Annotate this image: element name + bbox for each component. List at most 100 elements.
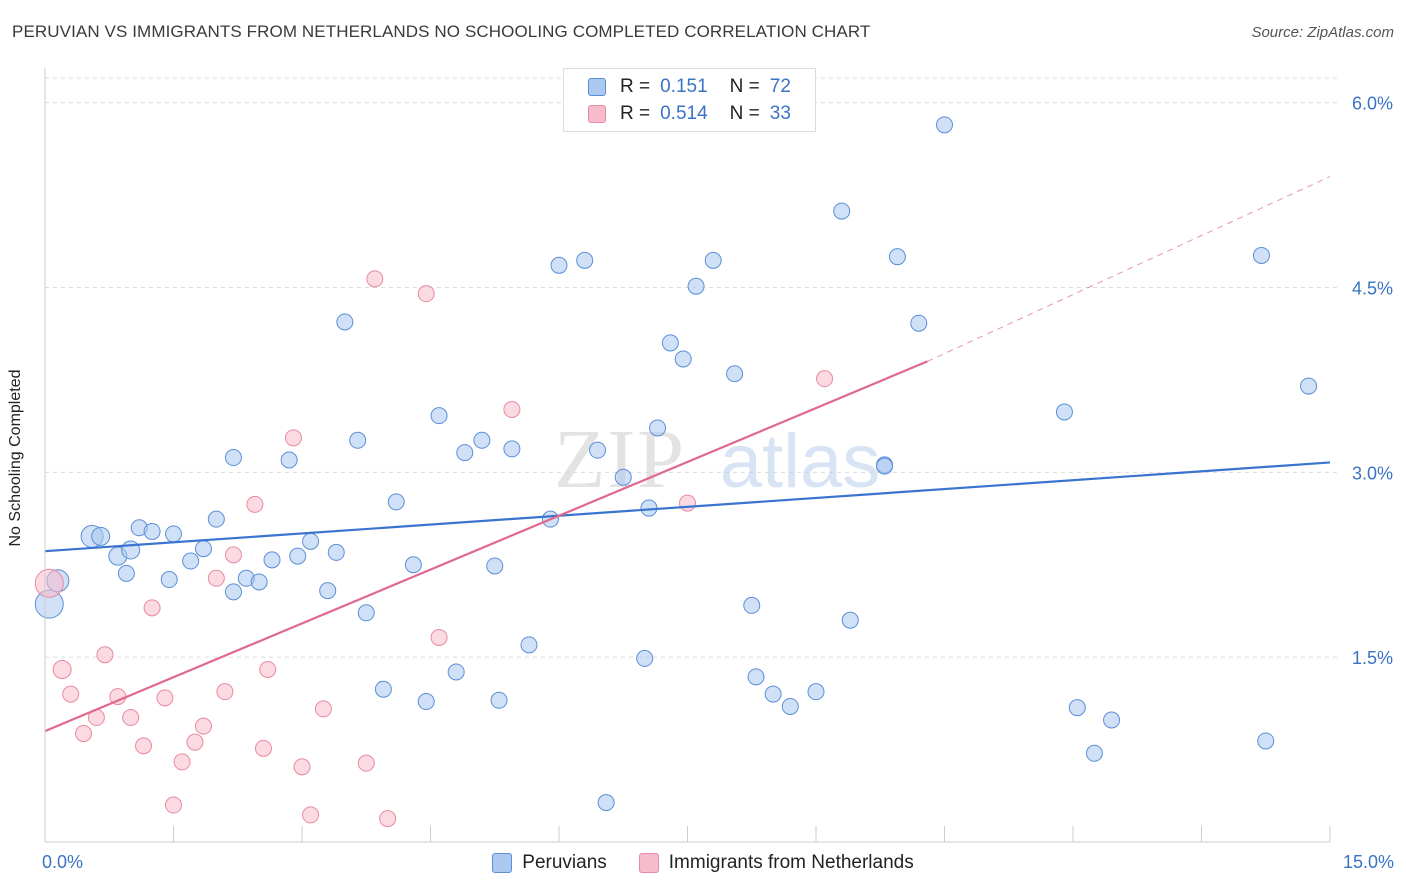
y-tick-label: 3.0% xyxy=(1352,463,1393,483)
peruvian-point xyxy=(404,556,422,574)
peruvian-point xyxy=(781,697,799,715)
peruvian-point xyxy=(250,573,268,591)
peruvian-point xyxy=(1257,732,1275,750)
y-tick-labels: 1.5% 3.0% 4.5% 6.0% xyxy=(1352,94,1393,669)
netherlands-point xyxy=(165,796,182,814)
netherlands-trend-line xyxy=(44,360,928,733)
netherlands-point xyxy=(224,546,242,564)
peruvian-point xyxy=(117,564,135,582)
watermark: ZIP atlas xyxy=(554,413,880,506)
netherlands-point xyxy=(816,370,834,388)
netherlands-point xyxy=(143,599,161,617)
peruvian-point xyxy=(1252,246,1270,264)
peruvian-point xyxy=(160,571,178,589)
peruvian-trend-line xyxy=(44,461,1331,553)
peruvian-point xyxy=(649,419,667,437)
peruvian-point xyxy=(910,314,928,332)
peruvian-point xyxy=(165,525,182,543)
peruvian-point xyxy=(336,313,354,331)
peruvian-point xyxy=(876,457,894,475)
peruvian-point xyxy=(263,551,281,569)
peruvian-point xyxy=(447,663,465,681)
peruvian-point xyxy=(503,440,521,458)
peruvian-point xyxy=(661,334,679,352)
peruvian-point xyxy=(280,451,298,469)
netherlands-point xyxy=(284,429,302,447)
peruvian-point xyxy=(473,431,491,449)
netherlands-point xyxy=(679,494,696,512)
netherlands-point xyxy=(366,270,384,288)
trend-lines xyxy=(44,176,1331,733)
series-legend-label: Immigrants from Netherlands xyxy=(668,852,914,873)
peruvian-point xyxy=(327,543,345,561)
peruvian-point xyxy=(194,540,212,558)
netherlands-point xyxy=(173,753,191,771)
axes xyxy=(44,68,1331,843)
netherlands-point xyxy=(503,400,521,418)
peruvian-point xyxy=(302,532,320,550)
legend-row-peruvians: R = 0.151 N = 72 xyxy=(588,75,791,99)
peruvian-point xyxy=(614,468,632,486)
y-axis-label-wrap: No Schooling Completed xyxy=(7,370,25,547)
netherlands-point xyxy=(75,725,93,743)
peruvian-point xyxy=(1068,699,1086,717)
peruvian-point xyxy=(833,202,851,220)
peruvian-point xyxy=(674,350,692,368)
y-tick-label: 6.0% xyxy=(1352,94,1393,114)
peruvian-point xyxy=(764,685,782,703)
netherlands-point xyxy=(122,709,140,727)
peruvian-point xyxy=(182,552,200,570)
netherlands-point xyxy=(430,628,448,646)
netherlands-point xyxy=(216,683,234,701)
peruvian-point xyxy=(841,611,859,629)
legend-r-label: R = xyxy=(620,76,651,97)
peruvian-point xyxy=(349,431,367,449)
peruvian-point xyxy=(319,582,337,600)
peruvian-point xyxy=(224,449,242,467)
peruvian-point xyxy=(687,277,705,295)
peruvian-point xyxy=(374,680,392,698)
x-tick-label-max: 15.0% xyxy=(1342,852,1394,872)
netherlands-point xyxy=(52,659,72,679)
peruvian-point xyxy=(456,444,474,462)
y-tick-label: 4.5% xyxy=(1352,278,1393,298)
peruvian-point xyxy=(289,547,307,565)
peruvian-point xyxy=(486,557,504,575)
netherlands-point xyxy=(207,569,225,587)
legend-n-label: N = xyxy=(729,103,760,124)
netherlands-point xyxy=(417,285,435,303)
watermark-zip: ZIP xyxy=(554,413,686,506)
peruvian-point xyxy=(417,693,435,711)
netherlands-point xyxy=(96,646,114,664)
netherlands-point xyxy=(259,660,277,678)
peruvian-point xyxy=(576,251,594,269)
netherlands-point xyxy=(246,495,264,513)
series-swatch-blue xyxy=(492,853,513,873)
legend-r-value: 0.151 xyxy=(660,76,708,97)
netherlands-point xyxy=(34,568,64,598)
peruvian-point xyxy=(143,522,161,540)
peruvian-point xyxy=(743,596,761,614)
peruvian-point xyxy=(1085,744,1103,762)
peruvian-point xyxy=(520,636,538,654)
legend-swatch-blue xyxy=(588,78,606,96)
peruvian-point xyxy=(888,248,906,266)
peruvian-point xyxy=(550,256,568,274)
peruvian-point xyxy=(807,683,825,701)
stats-legend: R = 0.151 N = 72 R = 0.514 N = 33 xyxy=(563,68,816,132)
peruvian-point xyxy=(704,251,722,269)
data-points xyxy=(34,116,1318,828)
peruvian-point xyxy=(387,493,405,511)
peruvian-point xyxy=(1055,403,1073,421)
netherlands-point xyxy=(357,754,375,772)
peruvian-point xyxy=(589,441,607,459)
legend-n-label: N = xyxy=(729,76,760,97)
peruvian-point xyxy=(207,510,225,528)
series-legend-label: Peruvians xyxy=(522,852,607,873)
peruvian-point xyxy=(121,540,141,560)
peruvian-point xyxy=(726,365,744,383)
chart-title: PERUVIAN VS IMMIGRANTS FROM NETHERLANDS … xyxy=(12,22,871,41)
peruvian-point xyxy=(357,604,375,622)
x-tick-label-min: 0.0% xyxy=(42,852,84,872)
